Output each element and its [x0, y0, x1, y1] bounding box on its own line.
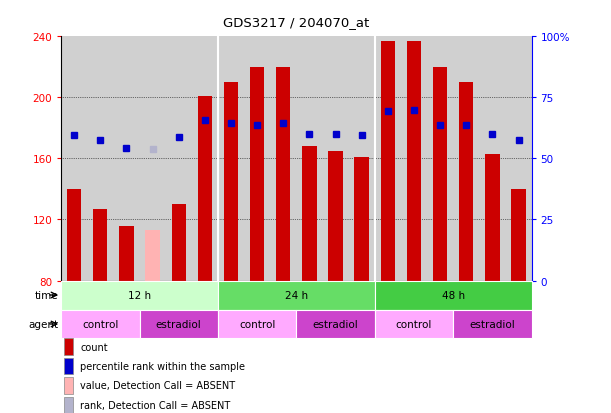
Bar	[375, 310, 453, 339]
Bar	[198, 97, 212, 281]
Bar	[433, 68, 447, 281]
Bar	[511, 190, 525, 281]
Text: rank, Detection Call = ABSENT: rank, Detection Call = ABSENT	[80, 400, 230, 410]
Bar	[328, 152, 343, 281]
Bar	[276, 68, 290, 281]
Bar	[296, 310, 375, 339]
Bar	[172, 205, 186, 281]
Bar	[119, 226, 134, 281]
Text: control: control	[396, 319, 432, 329]
Text: estradiol: estradiol	[469, 319, 515, 329]
Bar	[459, 83, 474, 281]
Bar	[218, 281, 375, 310]
Bar	[485, 154, 500, 281]
Text: 12 h: 12 h	[128, 290, 151, 300]
Bar	[302, 147, 316, 281]
Bar	[64, 358, 73, 374]
Bar	[61, 310, 139, 339]
Bar	[145, 230, 159, 281]
Text: control: control	[239, 319, 276, 329]
Text: 48 h: 48 h	[442, 290, 465, 300]
Text: 24 h: 24 h	[285, 290, 308, 300]
Bar	[67, 190, 81, 281]
Text: GDS3217 / 204070_at: GDS3217 / 204070_at	[223, 16, 370, 29]
Text: value, Detection Call = ABSENT: value, Detection Call = ABSENT	[80, 380, 235, 390]
Text: percentile rank within the sample: percentile rank within the sample	[80, 361, 245, 371]
Bar	[93, 209, 108, 281]
Bar	[250, 68, 265, 281]
Text: count: count	[80, 342, 108, 352]
Bar	[224, 83, 238, 281]
Bar	[64, 377, 73, 394]
Text: estradiol: estradiol	[156, 319, 202, 329]
Bar	[61, 281, 218, 310]
Bar	[218, 310, 296, 339]
Bar	[381, 42, 395, 281]
Bar	[354, 157, 369, 281]
Bar	[375, 281, 532, 310]
Text: agent: agent	[28, 319, 58, 329]
Text: control: control	[82, 319, 119, 329]
Bar	[64, 396, 73, 413]
Text: estradiol: estradiol	[313, 319, 359, 329]
Bar	[407, 42, 421, 281]
Text: time: time	[34, 290, 58, 300]
Bar	[453, 310, 532, 339]
Bar	[139, 310, 218, 339]
Bar	[64, 339, 73, 355]
